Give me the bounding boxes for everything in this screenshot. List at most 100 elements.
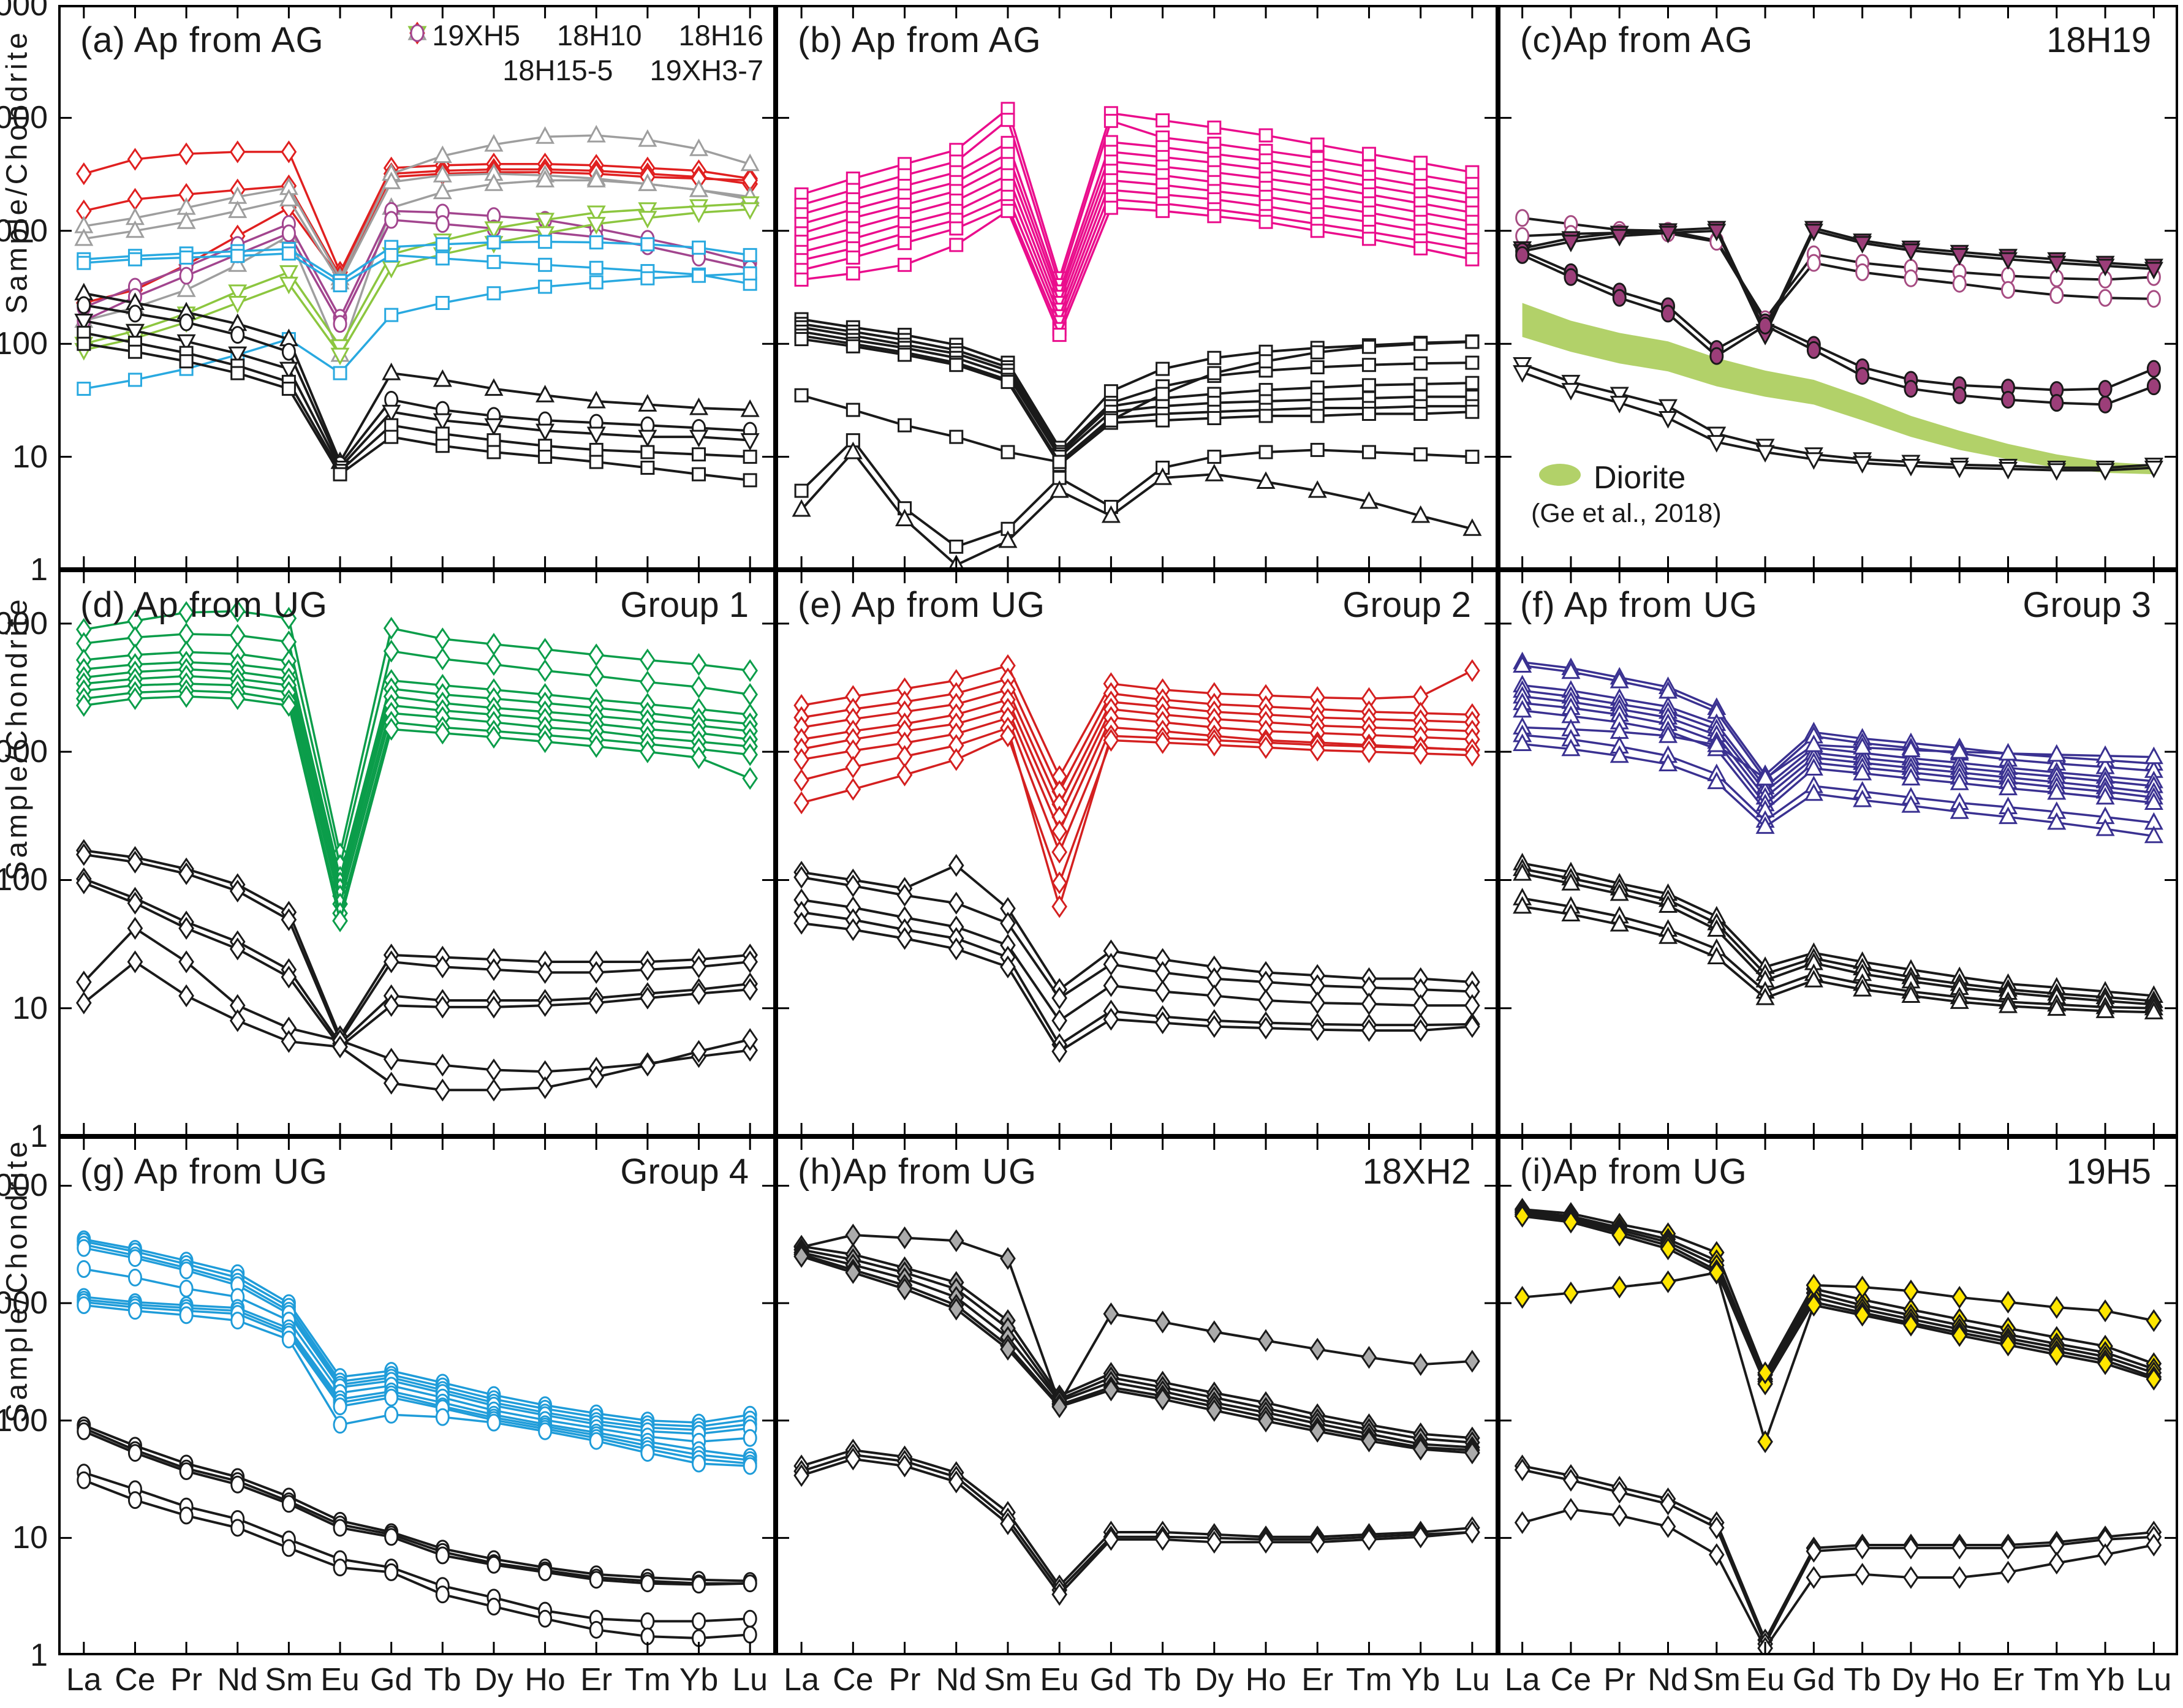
x-tick-label: Tm (1345, 1662, 1392, 1698)
triangle-up-marker-icon (407, 22, 678, 49)
y-tick-label: 10 (12, 990, 48, 1026)
legend-item-18H10: 18H10 (407, 18, 642, 52)
x-tick-label: Gd (1089, 1662, 1133, 1698)
x-tick-label: Dy (474, 1662, 513, 1698)
x-tick-label: Er (1992, 1662, 2024, 1698)
panel-b-plot (776, 5, 1498, 570)
panel-i-title: (i)Ap from UG (1520, 1152, 1747, 1192)
diorite-legend-ref: (Ge et al., 2018) (1531, 499, 1722, 528)
y-tick-label: 10 (12, 1520, 48, 1556)
panel-c: (c)Ap from AG 18H19 Diorite (Ge et al., … (1498, 5, 2178, 570)
diorite-legend-label: Diorite (1594, 460, 1686, 496)
y-tick-label: 1 (30, 1638, 48, 1673)
panel-c-plot (1498, 5, 2178, 570)
y-tick-label: 100 (0, 326, 48, 362)
panel-f-title: (f) Ap from UG (1520, 585, 1758, 625)
diorite-legend: Diorite (Ge et al., 2018) (1531, 459, 1722, 529)
x-tick-label: Yb (2086, 1662, 2125, 1698)
x-tick-label: Ho (1245, 1662, 1287, 1698)
panel-f-plot (1498, 570, 2178, 1136)
x-tick-label: Nd (936, 1662, 977, 1698)
x-axis-labels-col3: La Ce Pr Nd Sm Eu Gd Tb Dy Ho Er Tm Yb Lu (1498, 1655, 2178, 1704)
x-tick-label: Sm (265, 1662, 313, 1698)
x-tick-label: Er (1301, 1662, 1334, 1698)
panel-a-title: (a) Ap from AG (80, 20, 324, 60)
x-axis-labels-col1: La Ce Pr Nd Sm Eu Gd Tb Dy Ho Er Tm Yb Lu (58, 1655, 776, 1704)
y-tick-label: 1 (30, 1119, 48, 1154)
x-tick-label: Nd (1648, 1662, 1689, 1698)
x-tick-label: Pr (1603, 1662, 1636, 1698)
panel-d-plot (58, 570, 776, 1136)
panel-d-subtitle: Group 1 (620, 585, 749, 625)
x-tick-label: Gd (1792, 1662, 1836, 1698)
x-tick-label: Ho (1939, 1662, 1980, 1698)
circle-marker-icon (410, 24, 649, 84)
panel-i-subtitle: 19H5 (2066, 1152, 2151, 1192)
x-tick-label: Ce (833, 1662, 874, 1698)
panel-g-plot (58, 1136, 776, 1655)
x-tick-label: Nd (217, 1662, 258, 1698)
panel-g-subtitle: Group 4 (620, 1152, 749, 1192)
x-tick-label: Tb (1844, 1662, 1881, 1698)
panel-e-subtitle: Group 2 (1342, 585, 1471, 625)
diorite-field-icon (1536, 463, 1584, 493)
x-tick-label: Gd (369, 1662, 413, 1698)
panel-a-legend: 19XH5 18H10 18H16 18H15-5 19XH3-7 (404, 18, 763, 87)
x-tick-label: Eu (1040, 1662, 1079, 1698)
panel-g: (g) Ap from UG Group 4 (58, 1136, 776, 1655)
panel-b-title: (b) Ap from AG (798, 20, 1042, 60)
x-tick-label: Tm (624, 1662, 671, 1698)
x-tick-label: Eu (1746, 1662, 1785, 1698)
y-tick-label: 100 (0, 1402, 48, 1438)
panel-i: (i)Ap from UG 19H5 (1498, 1136, 2178, 1655)
panel-e-title: (e) Ap from UG (798, 585, 1045, 625)
x-tick-label: Pr (170, 1662, 203, 1698)
x-tick-label: Tb (423, 1662, 461, 1698)
triangle-down-marker-icon (407, 22, 556, 49)
panel-c-subtitle: 18H19 (2046, 20, 2151, 60)
panel-f-subtitle: Group 3 (2022, 585, 2151, 625)
panel-h-subtitle: 18XH2 (1362, 1152, 1471, 1192)
panel-i-plot (1498, 1136, 2178, 1655)
x-tick-label: La (66, 1662, 102, 1698)
panel-h-title: (h)Ap from UG (798, 1152, 1037, 1192)
x-tick-label: Er (580, 1662, 613, 1698)
x-tick-label: Pr (888, 1662, 921, 1698)
x-tick-label: Dy (1891, 1662, 1931, 1698)
x-axis-labels-col2: La Ce Pr Nd Sm Eu Gd Tb Dy Ho Er Tm Yb Lu (776, 1655, 1498, 1704)
legend-item-18H15-5: 18H15-5 (409, 21, 613, 87)
x-tick-label: Ce (1550, 1662, 1592, 1698)
x-tick-label: Yb (1401, 1662, 1440, 1698)
x-tick-label: Tm (2034, 1662, 2080, 1698)
x-tick-label: Eu (320, 1662, 360, 1698)
x-tick-label: Lu (732, 1662, 768, 1698)
panel-d-title: (d) Ap from UG (80, 585, 328, 625)
panel-b: (b) Ap from AG (776, 5, 1498, 570)
x-tick-label: Lu (2136, 1662, 2172, 1698)
panel-d: (d) Ap from UG Group 1 (58, 570, 776, 1136)
panel-h: (h)Ap from UG 18XH2 (776, 1136, 1498, 1655)
x-tick-label: Ho (524, 1662, 566, 1698)
panel-g-title: (g) Ap from UG (80, 1152, 328, 1192)
y-tick-label: 10 (12, 439, 48, 475)
panel-h-plot (776, 1136, 1498, 1655)
diamond-marker-icon (409, 21, 501, 84)
y-tick-label: 100 (0, 862, 48, 898)
panel-e-plot (776, 570, 1498, 1136)
x-tick-label: Yb (679, 1662, 719, 1698)
y-tick-label: 1 (30, 552, 48, 588)
x-tick-label: Dy (1195, 1662, 1234, 1698)
x-tick-label: La (784, 1662, 820, 1698)
x-tick-label: Ce (115, 1662, 156, 1698)
panel-a: (a) Ap from AG 19XH5 18H10 18H16 18H15-5… (58, 5, 776, 570)
